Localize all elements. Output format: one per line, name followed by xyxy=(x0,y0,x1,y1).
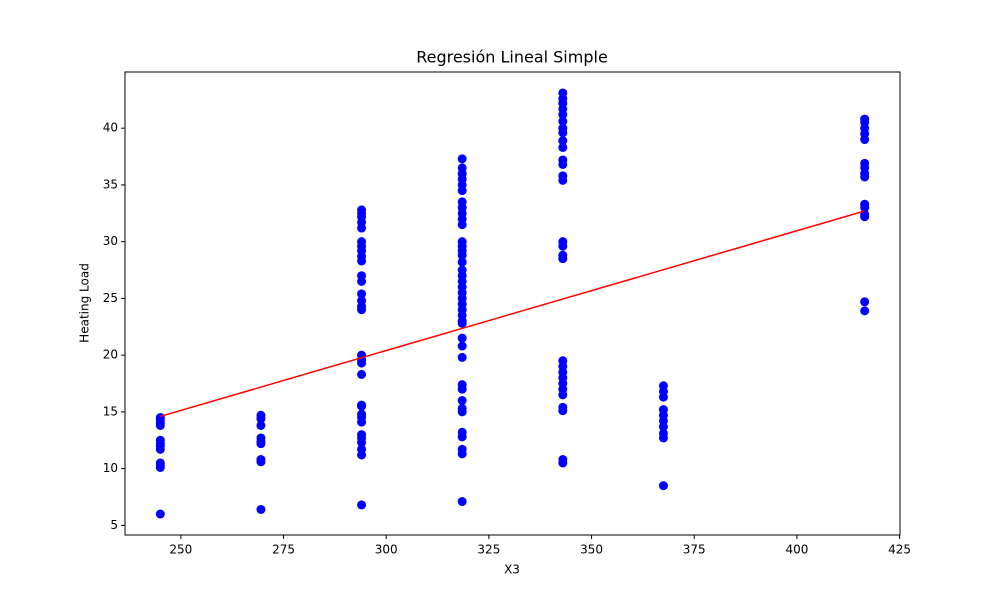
y-tick-label: 20 xyxy=(103,348,118,362)
point xyxy=(457,497,467,507)
x-tick-label: 425 xyxy=(888,543,911,557)
y-axis-title: Heating Load xyxy=(78,263,92,343)
point xyxy=(357,256,367,266)
point xyxy=(558,159,568,169)
y-tick-label: 25 xyxy=(103,291,118,305)
point xyxy=(357,438,367,448)
point xyxy=(558,390,568,400)
point xyxy=(457,257,467,267)
point xyxy=(457,220,467,230)
y-tick-label: 5 xyxy=(110,518,118,532)
point xyxy=(457,154,467,164)
x-tick-label: 375 xyxy=(683,543,706,557)
point xyxy=(155,444,165,454)
point xyxy=(457,384,467,394)
y-tick-label: 30 xyxy=(103,234,118,248)
point xyxy=(457,352,467,362)
point xyxy=(558,241,568,251)
point xyxy=(558,458,568,468)
point xyxy=(457,449,467,459)
point xyxy=(457,341,467,351)
point xyxy=(558,142,568,152)
point xyxy=(256,457,266,467)
point xyxy=(860,212,870,222)
point xyxy=(457,250,467,260)
point xyxy=(357,401,367,411)
point xyxy=(658,481,668,491)
point xyxy=(457,186,467,196)
point xyxy=(457,396,467,406)
point xyxy=(860,172,870,182)
point xyxy=(558,128,568,138)
x-tick-label: 325 xyxy=(477,543,500,557)
point xyxy=(357,358,367,368)
point xyxy=(658,433,668,443)
point xyxy=(457,333,467,343)
point xyxy=(457,318,467,328)
point xyxy=(357,369,367,379)
x-tick-label: 300 xyxy=(375,543,398,557)
point xyxy=(860,135,870,145)
y-tick-label: 15 xyxy=(103,404,118,418)
plot-frame xyxy=(124,71,901,536)
point xyxy=(256,414,266,424)
chart-title: Regresión Lineal Simple xyxy=(416,48,608,67)
point xyxy=(558,175,568,185)
point xyxy=(357,500,367,510)
point xyxy=(558,254,568,264)
point xyxy=(457,407,467,417)
point xyxy=(558,116,568,126)
x-tick-label: 250 xyxy=(169,543,192,557)
point xyxy=(256,504,266,514)
point xyxy=(155,509,165,519)
point xyxy=(155,420,165,430)
point xyxy=(558,406,568,416)
point xyxy=(155,462,165,472)
point xyxy=(357,289,367,299)
point xyxy=(357,450,367,460)
x-tick-label: 350 xyxy=(580,543,603,557)
point xyxy=(658,422,668,432)
point xyxy=(558,110,568,120)
point xyxy=(256,420,266,430)
point xyxy=(457,432,467,442)
x-axis-title: X3 xyxy=(504,563,520,577)
point xyxy=(357,417,367,427)
point xyxy=(357,305,367,315)
x-tick-label: 275 xyxy=(272,543,295,557)
point xyxy=(256,439,266,449)
point xyxy=(860,297,870,307)
x-tick-label: 400 xyxy=(785,543,808,557)
point xyxy=(860,203,870,213)
point xyxy=(658,392,668,402)
point xyxy=(558,136,568,146)
regression-line xyxy=(160,210,865,418)
point xyxy=(357,276,367,286)
point xyxy=(860,306,870,316)
y-tick-label: 40 xyxy=(103,121,118,135)
point xyxy=(357,223,367,233)
y-tick-label: 35 xyxy=(103,177,118,191)
y-tick-label: 10 xyxy=(103,461,118,475)
